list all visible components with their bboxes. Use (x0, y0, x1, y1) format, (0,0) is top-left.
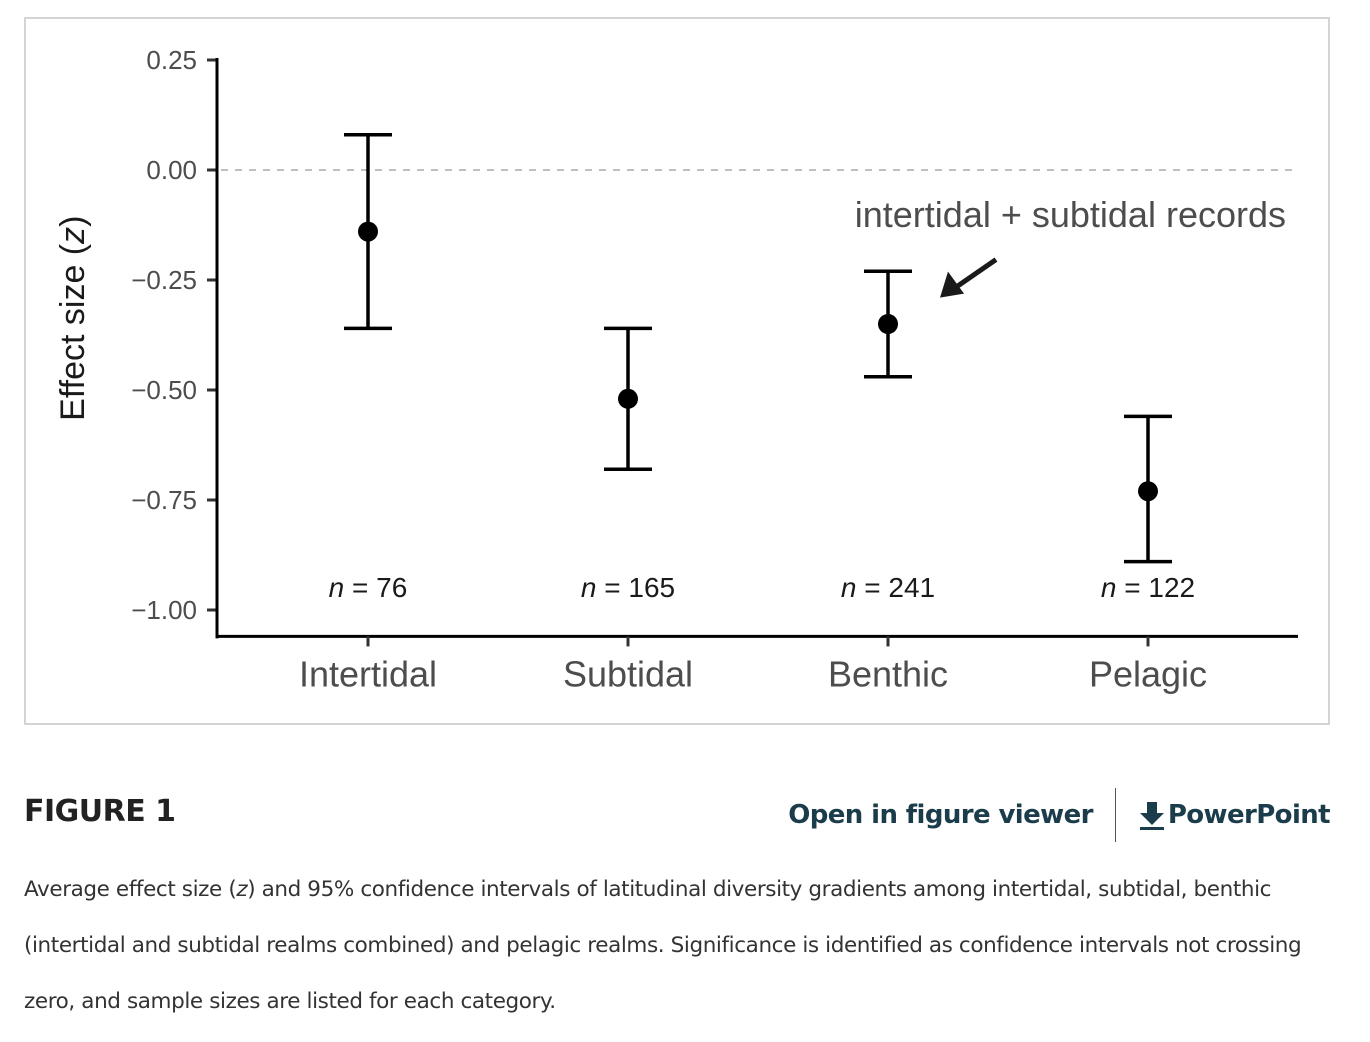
sample-size-label: n = 165 (581, 572, 675, 603)
figure-title: FIGURE 1 (24, 794, 176, 829)
effect-size-chart: 0.25 0.00 −0.25 −0.50 −0.75 −1.00 Intertidal S… (54, 45, 1298, 694)
mean-point (358, 221, 378, 242)
error-bar-marks (344, 133, 1172, 564)
figure-caption: Average effect size (z) and 95% confiden… (24, 862, 1334, 1030)
mean-point (878, 314, 898, 334)
y-tick-label: 0.00 (146, 155, 197, 185)
annotation: intertidal + subtidal records (855, 194, 1286, 298)
caption-part-2: ) and 95% confidence intervals of latitu… (24, 877, 1302, 1014)
y-tick-label: −0.50 (131, 375, 197, 405)
y-tick-label: 0.25 (146, 45, 197, 75)
x-tick-label: Pelagic (1089, 653, 1207, 694)
arrow-shaft (952, 257, 998, 291)
y-axis-ticks: 0.25 0.00 −0.25 −0.50 −0.75 −1.00 (131, 45, 217, 625)
sample-size-labels: n = 76 n = 165 n = 241 n = 122 (329, 572, 1195, 603)
y-tick-label: −0.25 (131, 265, 197, 295)
error-bar-group (864, 269, 912, 379)
error-bar-group (1124, 414, 1172, 564)
x-tick-label: Subtidal (563, 653, 693, 694)
error-bar-group (344, 133, 392, 331)
y-tick-label: −0.75 (131, 485, 197, 515)
x-tick-label: Benthic (828, 653, 948, 694)
sample-size-label: n = 122 (1101, 572, 1195, 603)
figure-links: Open in figure viewer PowerPoint (788, 788, 1331, 842)
powerpoint-link-label: PowerPoint (1167, 800, 1331, 830)
figure-frame (24, 17, 1330, 725)
y-axis-title: Effect size (z) (54, 216, 92, 421)
links-divider (1114, 788, 1116, 842)
arrow-head (940, 271, 964, 298)
figure-header-row: FIGURE 1 Open in figure viewer PowerPoin… (24, 788, 1331, 842)
download-icon (1139, 802, 1164, 830)
mean-point (618, 388, 638, 409)
error-bar-group (604, 326, 652, 471)
mean-point (1138, 481, 1158, 502)
x-axis-ticks: Intertidal Subtidal Benthic Pelagic (299, 636, 1207, 694)
powerpoint-download-link[interactable]: PowerPoint (1138, 799, 1331, 831)
caption-italic-z: z (236, 877, 248, 902)
annotation-text: intertidal + subtidal records (855, 194, 1286, 235)
sample-size-label: n = 76 (329, 572, 408, 603)
x-tick-label: Intertidal (299, 653, 437, 694)
annotation-arrow-icon (940, 257, 998, 298)
open-in-figure-viewer-link[interactable]: Open in figure viewer (788, 800, 1093, 830)
sample-size-label: n = 241 (841, 572, 935, 603)
y-tick-label: −1.00 (131, 595, 197, 625)
caption-part-1: Average effect size ( (24, 877, 237, 902)
